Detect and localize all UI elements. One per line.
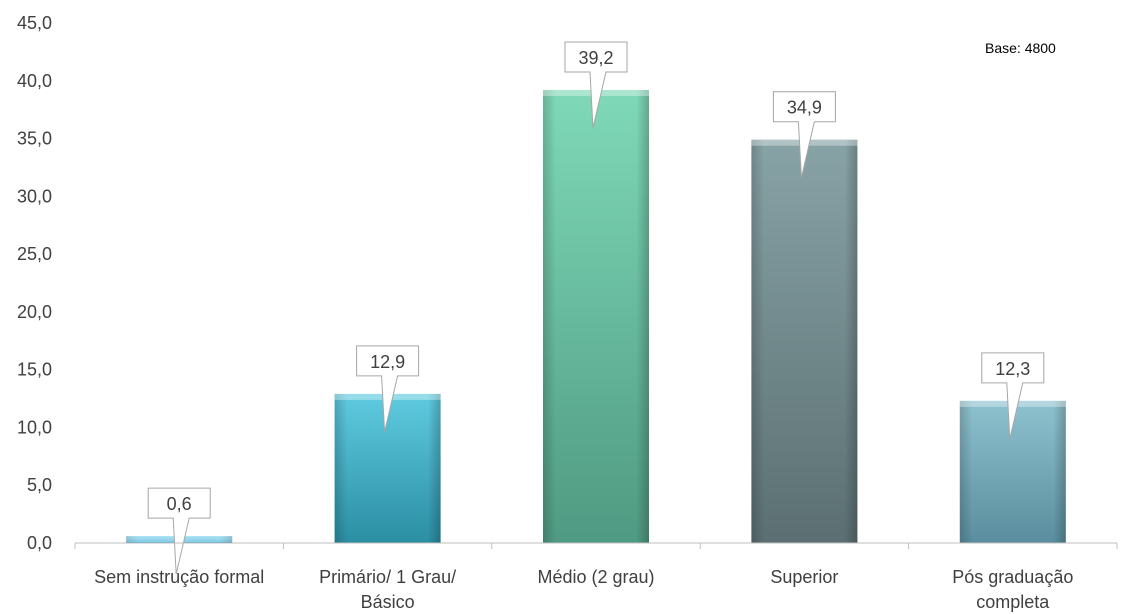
category-label-line: completa (976, 592, 1050, 612)
category-label-line: Básico (361, 592, 415, 612)
y-tick-label: 25,0 (17, 244, 52, 264)
category-labels: Sem instrução formal Primário/ 1 Grau/Bás… (94, 567, 1073, 612)
data-label: 12,9 (370, 352, 405, 372)
bars (126, 90, 1066, 544)
y-tick-label: 15,0 (17, 360, 52, 380)
category-label: Sem instrução formal (94, 567, 264, 587)
y-tick-label: 45,0 (17, 13, 52, 33)
category-label: Superior (770, 567, 838, 587)
category-label: Primário/ 1 Grau/Básico (319, 567, 456, 612)
category-label-line: Pós graduação (952, 567, 1073, 587)
data-label-callout (772, 91, 836, 178)
data-labels: 0,6 12,9 39,2 34,9 12,3 (147, 41, 1045, 575)
y-axis-ticks: 0,0 5,0 10,0 15,0 20,0 25,0 30,0 35,0 40,0 45,0 (17, 13, 52, 553)
category-label-line: Superior (770, 567, 838, 587)
base-annotation: Base: 4800 (985, 40, 1056, 56)
data-label-callout (564, 41, 628, 129)
y-tick-label: 40,0 (17, 71, 52, 91)
y-tick-label: 35,0 (17, 129, 52, 149)
data-label-callout (147, 487, 211, 575)
bar-shading (543, 90, 649, 544)
category-label-line: Primário/ 1 Grau/ (319, 567, 456, 587)
data-label: 12,3 (995, 359, 1030, 379)
y-tick-label: 5,0 (27, 475, 52, 495)
bar-shading (751, 139, 858, 543)
category-label: Médio (2 grau) (537, 567, 654, 587)
y-tick-label: 20,0 (17, 302, 52, 322)
category-label-line: Médio (2 grau) (537, 567, 654, 587)
y-tick-label: 0,0 (27, 533, 52, 553)
x-axis-tick-marks (74, 543, 1118, 549)
data-label: 39,2 (578, 48, 613, 68)
data-label: 34,9 (787, 98, 822, 118)
category-label-line: Sem instrução formal (94, 567, 264, 587)
y-tick-label: 30,0 (17, 186, 52, 206)
y-tick-label: 10,0 (17, 417, 52, 437)
data-label-callout (981, 352, 1045, 439)
data-label: 0,6 (167, 494, 192, 514)
category-label: Pós graduação completa (952, 567, 1073, 612)
data-label-callout (356, 345, 420, 433)
